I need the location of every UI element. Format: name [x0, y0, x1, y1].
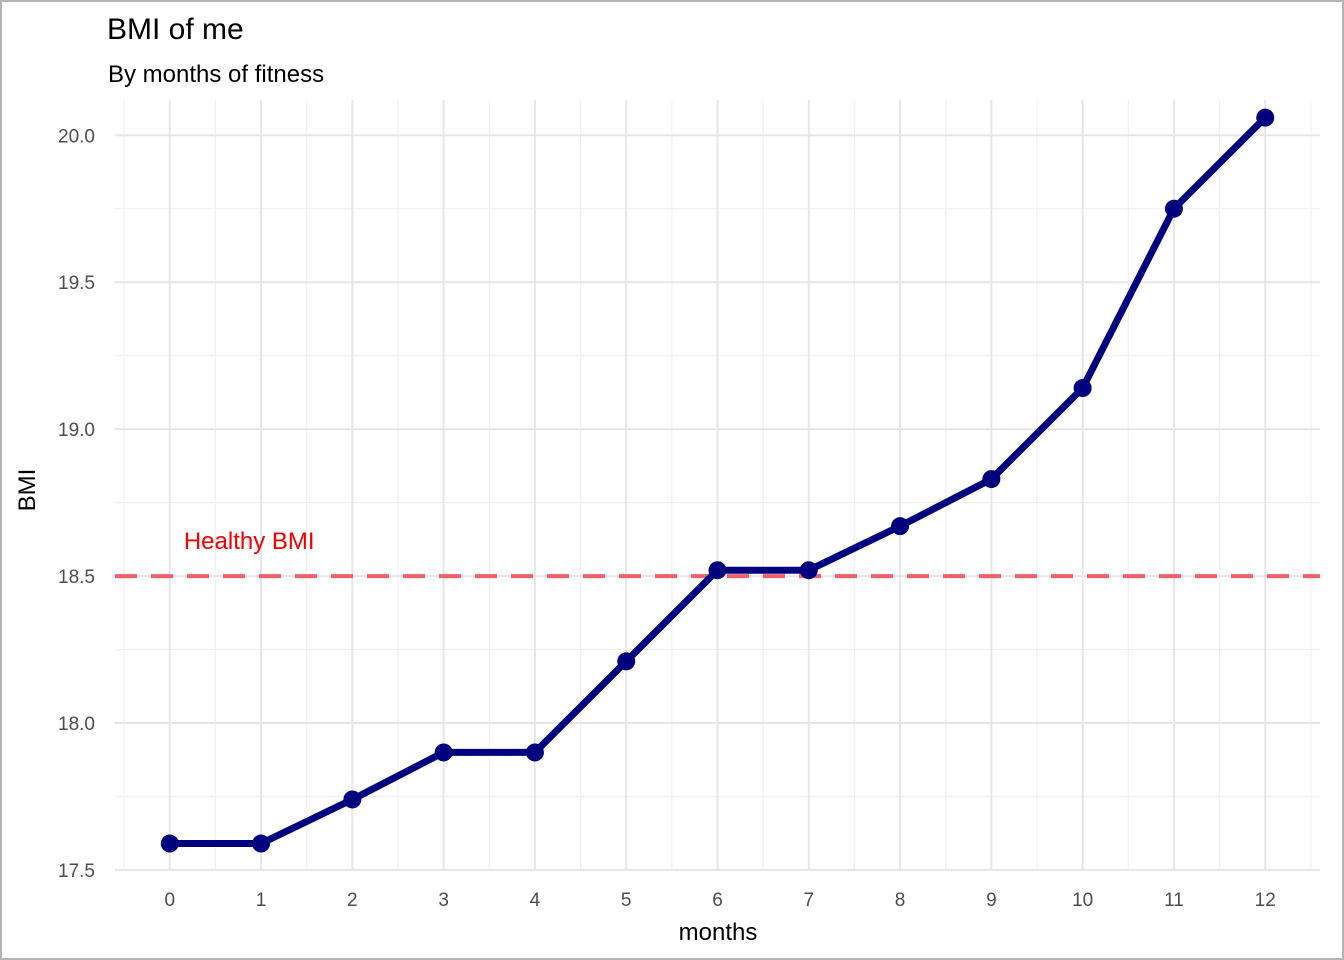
- data-point: [891, 517, 910, 536]
- x-tick-label: 12: [1255, 890, 1276, 911]
- x-tick-label: 10: [1072, 890, 1093, 911]
- y-tick-label: 17.5: [58, 861, 95, 882]
- y-tick-label: 18.5: [58, 567, 95, 588]
- x-tick-label: 1: [256, 890, 267, 911]
- data-point: [434, 743, 453, 762]
- data-point: [252, 834, 271, 853]
- data-point: [1073, 379, 1092, 398]
- x-tick-label: 6: [712, 890, 723, 911]
- chart-subtitle: By months of fitness: [108, 61, 324, 88]
- data-point: [617, 652, 636, 671]
- y-axis-title: BMI: [14, 469, 41, 512]
- x-tick-label: 7: [803, 890, 814, 911]
- x-tick-label: 5: [621, 890, 632, 911]
- x-tick-label: 8: [895, 890, 906, 911]
- data-point: [982, 470, 1001, 489]
- x-tick-labels: 0 1 2 3 4 5 6 7 8 9 10 11 12: [164, 890, 1275, 911]
- data-point: [799, 561, 818, 580]
- annotation-layer: Healthy BMI: [184, 528, 315, 555]
- y-tick-label: 18.0: [58, 714, 95, 735]
- y-tick-label: 20.0: [58, 126, 95, 147]
- x-tick-label: 11: [1164, 890, 1184, 911]
- x-tick-label: 9: [986, 890, 997, 911]
- healthy-bmi-label: Healthy BMI: [184, 528, 315, 555]
- data-point: [1256, 108, 1275, 127]
- y-tick-labels: 17.5 18.0 18.5 19.0 19.5 20.0: [58, 126, 95, 882]
- data-point: [160, 834, 179, 853]
- points-layer: [160, 108, 1275, 853]
- data-point: [525, 743, 544, 762]
- x-tick-label: 3: [438, 890, 449, 911]
- x-axis-title: months: [679, 919, 758, 946]
- x-tick-label: 0: [164, 890, 175, 911]
- data-point: [343, 790, 362, 809]
- grid-major: [115, 100, 1320, 871]
- data-point: [1164, 199, 1183, 218]
- y-tick-label: 19.5: [58, 273, 95, 294]
- data-point: [708, 561, 727, 580]
- x-tick-label: 4: [530, 890, 541, 911]
- chart-title: BMI of me: [107, 13, 244, 46]
- x-tick-label: 2: [347, 890, 358, 911]
- y-tick-label: 19.0: [58, 420, 95, 441]
